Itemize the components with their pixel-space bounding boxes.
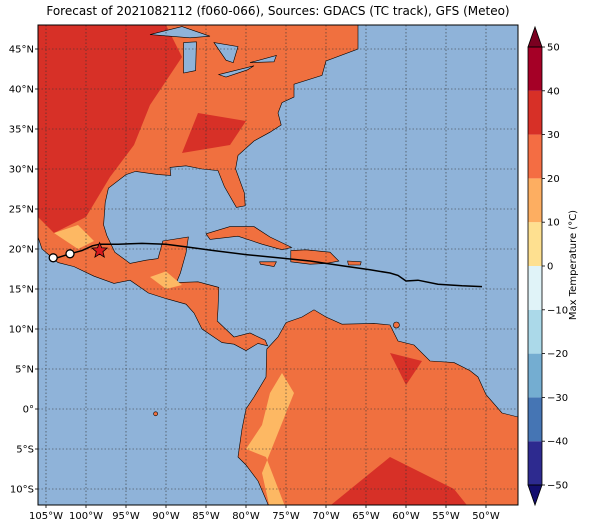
lake-ontario [249, 54, 277, 63]
colorbar-tick-label: 30 [547, 130, 560, 141]
lon-tick-label: 70°W [312, 511, 340, 522]
colorbar-tick-label: −40 [547, 437, 568, 448]
jamaica [259, 261, 277, 267]
lon-tick-label: 65°W [352, 511, 380, 522]
lake-superior [149, 26, 211, 39]
colorbar-tick-label: −10 [547, 305, 568, 316]
lon-tick-label: 95°W [112, 511, 140, 522]
amazon-hot-region [330, 457, 467, 505]
colorbar-tick-label: −20 [547, 349, 568, 360]
colorbar-segment [528, 266, 542, 310]
colorbar-extend-low [527, 484, 543, 507]
colorbar-segment [528, 222, 542, 266]
lon-tick-label: 55°W [432, 511, 460, 522]
colorbar-segment [528, 90, 542, 135]
lon-tick-label: 85°W [192, 511, 220, 522]
colorbar-segment [528, 441, 542, 485]
lon-tick-label: 90°W [152, 511, 180, 522]
track-point [48, 253, 58, 263]
land-layer [38, 25, 518, 505]
lat-tick-label: 35°N [9, 125, 34, 136]
lon-tick-label: 75°W [272, 511, 300, 522]
temperature-colorbar: 50 40 30 20 10 0 −10 −20 −30 −40 −50 [527, 25, 568, 507]
track-line [56, 242, 483, 288]
track-point [65, 249, 75, 259]
lon-tick-label: 60°W [392, 511, 420, 522]
lon-tick-label: 50°W [472, 511, 500, 522]
colorbar-segment [528, 47, 542, 91]
guatemala-highland [150, 271, 182, 289]
colorbar-tick-label: 40 [547, 86, 560, 97]
figure-title: Forecast of 2021082112 (f060-066), Sourc… [46, 4, 510, 18]
cuba [205, 226, 293, 251]
lake-huron [213, 42, 239, 63]
lon-tick-label: 105°W [29, 511, 63, 522]
colorbar-segment [528, 353, 542, 398]
colorbar-segment [528, 178, 542, 223]
colorbar-extend-high [527, 25, 543, 48]
south-america-land [237, 309, 518, 505]
latitude-axis: 45°N 40°N 35°N 30°N 25°N 20°N 15°N 10°N 5°N 0° 5°S… [9, 45, 38, 496]
colorbar-tick-label: −50 [547, 481, 568, 492]
lat-tick-label: 40°N [9, 85, 34, 96]
lon-tick-label: 100°W [69, 511, 103, 522]
lat-tick-label: 45°N [9, 45, 34, 56]
colorbar-tick-label: 20 [547, 174, 560, 185]
lat-tick-label: 25°N [9, 205, 34, 216]
lake-michigan [183, 41, 197, 74]
storm-position-star [90, 241, 109, 258]
colorbar-label: Max Temperature (°C) [568, 210, 579, 320]
lat-tick-label: 0° [23, 405, 34, 416]
lat-tick-label: 20°N [9, 245, 34, 256]
colorbar-segment [528, 397, 542, 442]
lat-tick-label: 5°S [16, 445, 34, 456]
trinidad [393, 321, 400, 329]
lon-tick-label: 80°W [232, 511, 260, 522]
colorbar-segment [528, 134, 542, 179]
andes-highland [246, 373, 294, 505]
southeast-hot-region [182, 113, 246, 153]
lat-tick-label: 15°N [9, 285, 34, 296]
map-frame [37, 24, 519, 506]
lat-tick-label: 5°N [15, 365, 34, 376]
lat-tick-label: 10°S [10, 485, 34, 496]
lake-erie [217, 65, 255, 78]
mexico-highland [54, 225, 94, 249]
colorbar-segment [528, 309, 542, 354]
lat-tick-label: 10°N [9, 325, 34, 336]
storm-track [48, 241, 483, 288]
colorbar-tick-label: 10 [547, 218, 560, 229]
lat-tick-label: 30°N [9, 165, 34, 176]
puerto-rico [347, 260, 362, 266]
colorbar-tick-label: −30 [547, 393, 568, 404]
us-hot-region [38, 25, 182, 233]
longitude-axis: 105°W 100°W 95°W 90°W 85°W 80°W 75°W 70°W 65°W 60… [29, 505, 500, 522]
colorbar-tick-label: 50 [547, 43, 560, 54]
galapagos [153, 411, 158, 417]
colorbar-tick-label: 0 [547, 262, 553, 273]
graticule [38, 25, 518, 505]
